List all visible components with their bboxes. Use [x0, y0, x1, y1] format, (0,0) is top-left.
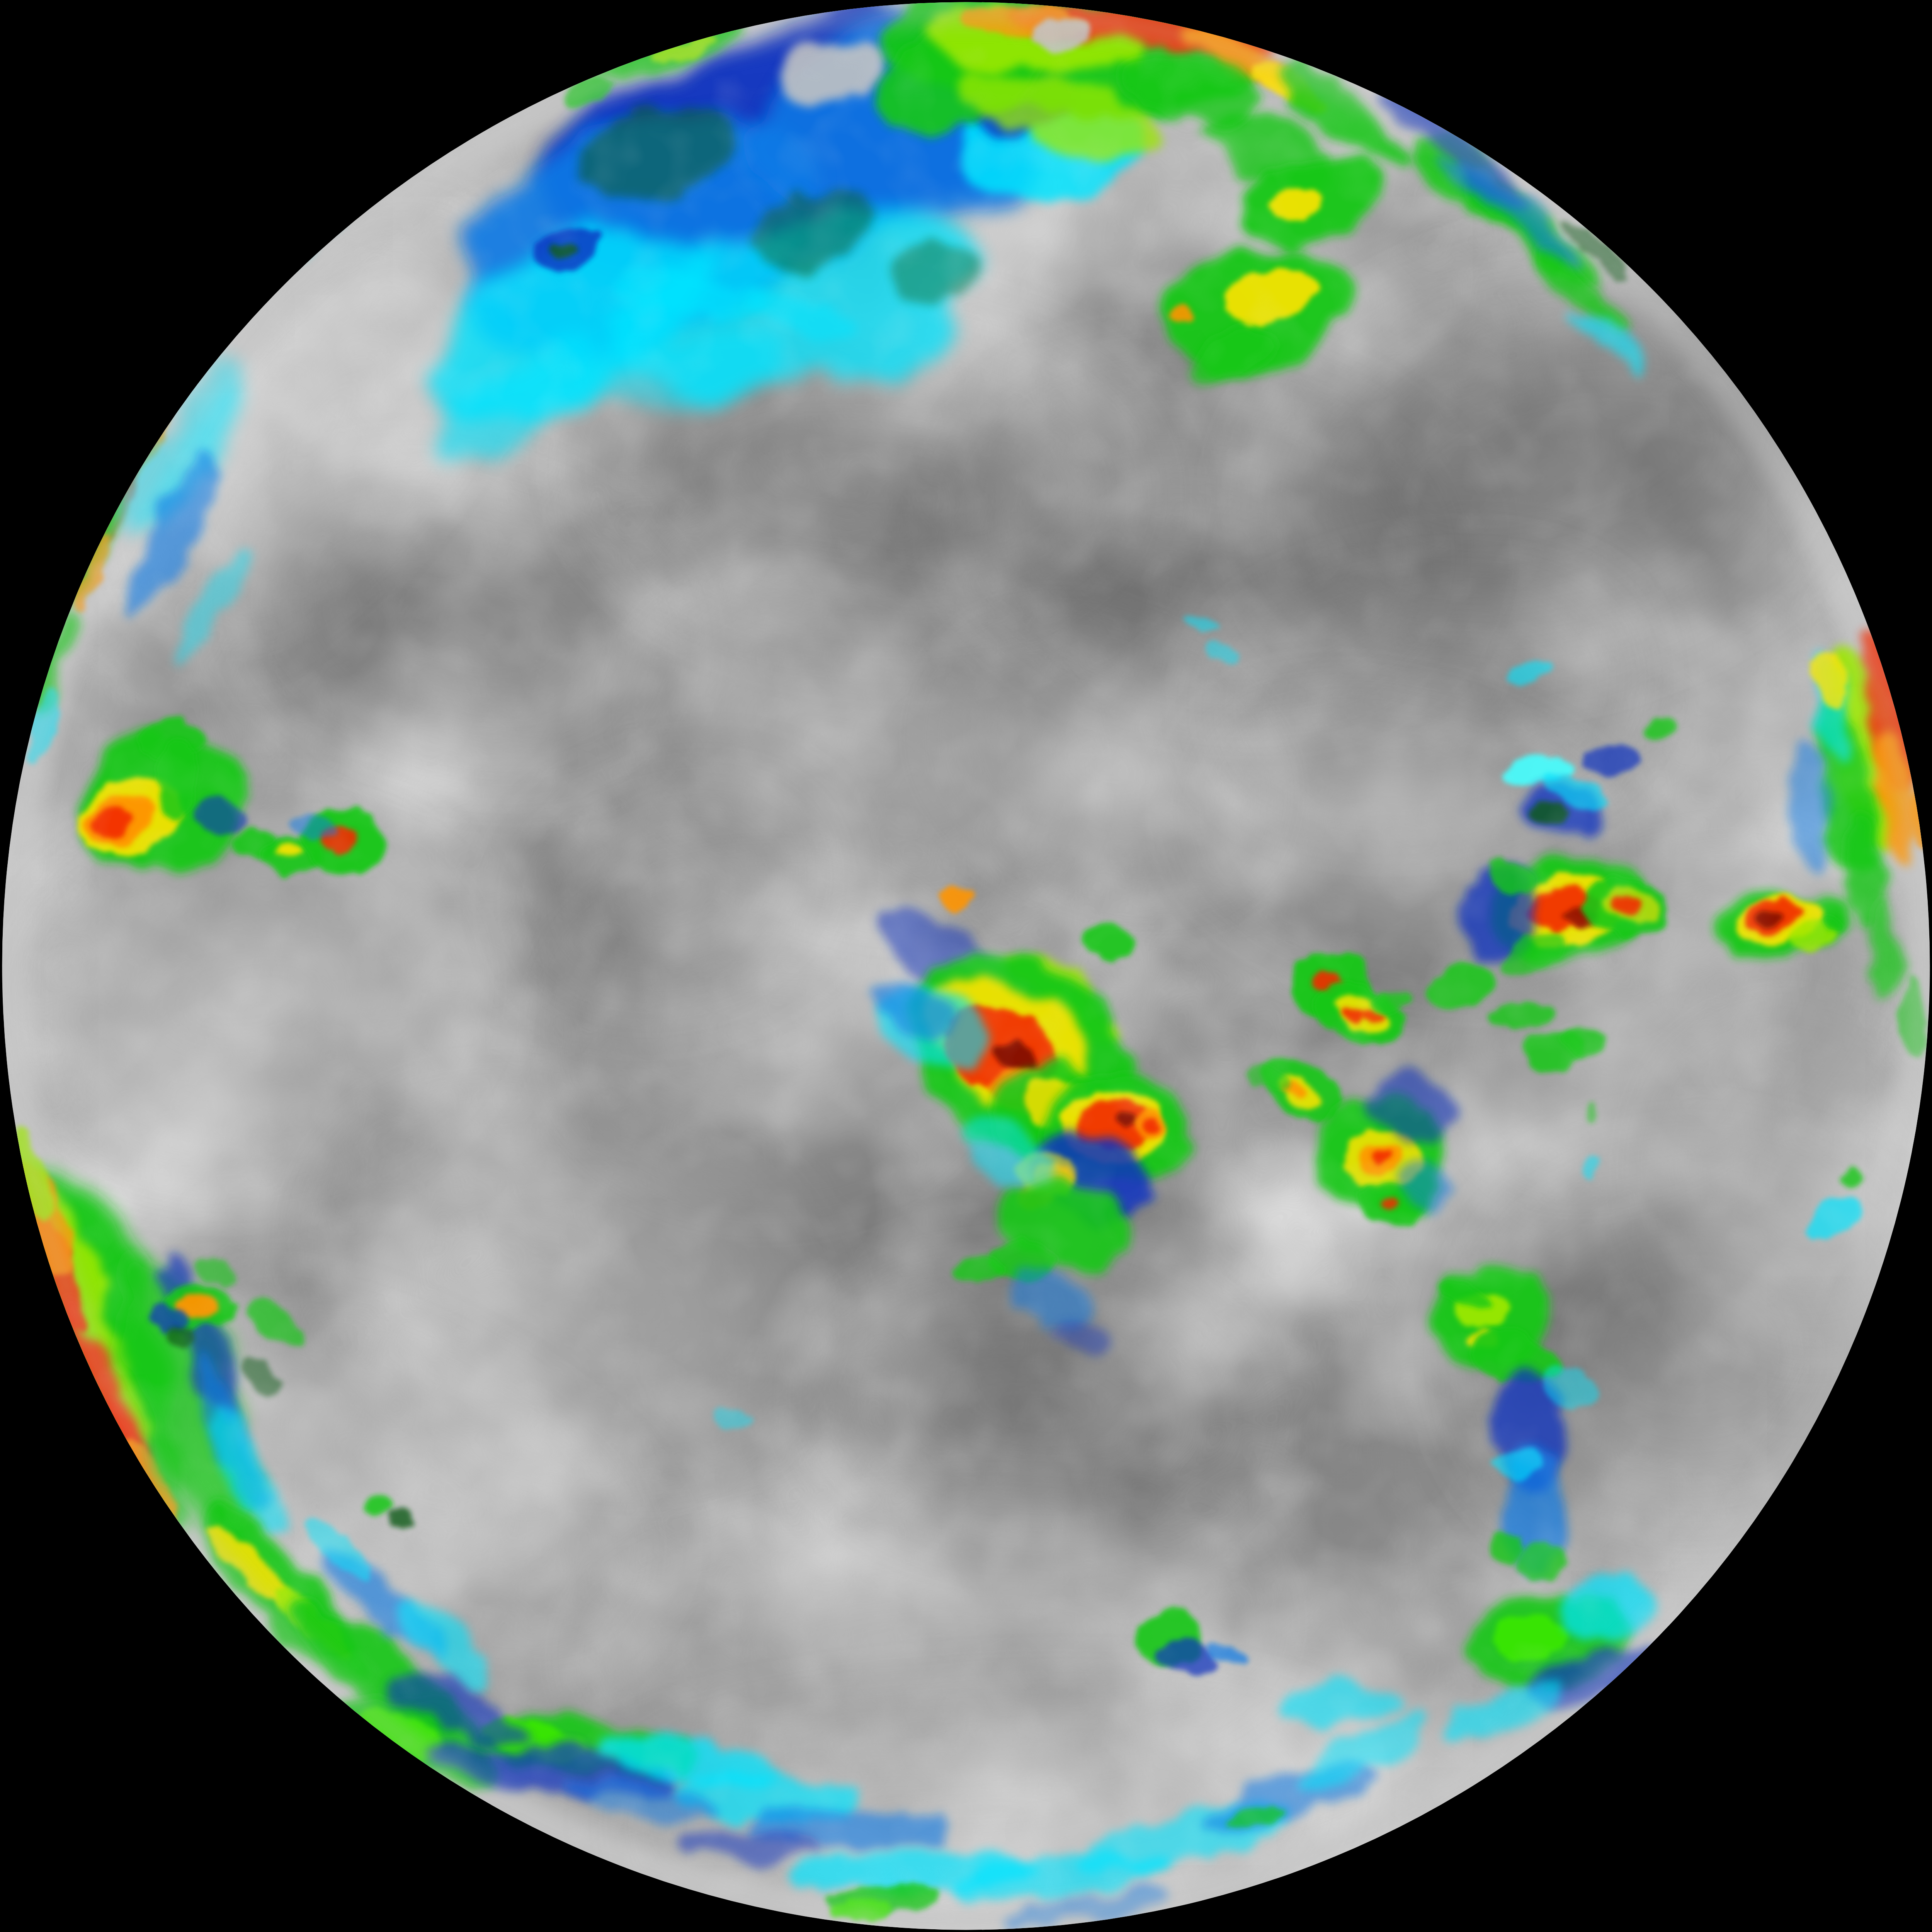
earth-disk-graphic: [0, 0, 1932, 1932]
satellite-image-stage: [0, 0, 1932, 1932]
earth-disk: [0, 0, 1932, 1932]
earth-full-disk-satellite-image: [0, 0, 1932, 1932]
